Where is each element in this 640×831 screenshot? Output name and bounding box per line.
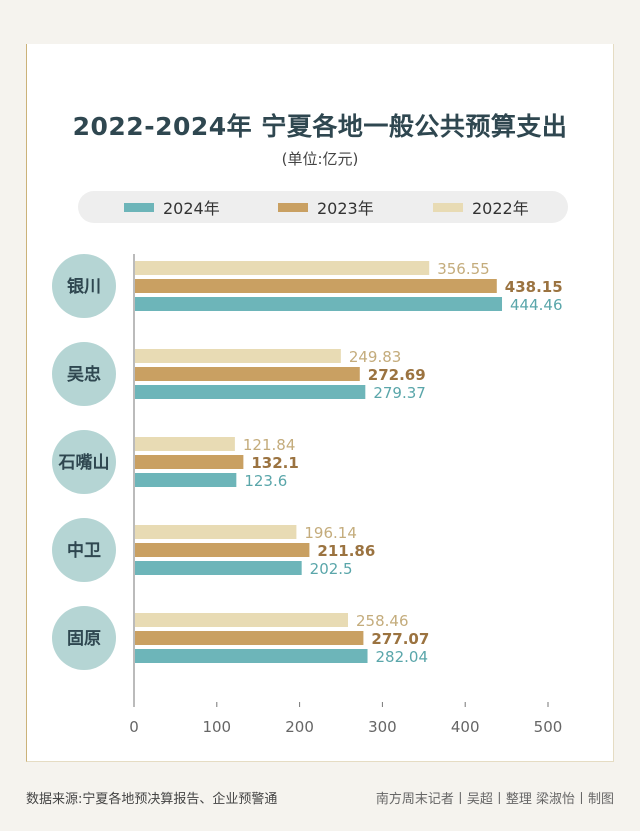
category-label: 银川	[67, 276, 101, 297]
chart-title: 2022-2024年 宁夏各地一般公共预算支出	[72, 112, 568, 141]
category-label: 石嘴山	[58, 453, 110, 473]
bar	[135, 561, 302, 575]
legend-item-2022: 2022年	[433, 191, 529, 223]
bar	[135, 437, 235, 451]
bar	[135, 649, 368, 663]
data-label: 249.83	[349, 348, 402, 366]
bar	[135, 385, 366, 399]
data-label: 123.6	[244, 472, 287, 490]
legend-swatch-2023	[278, 202, 308, 212]
category-label: 固原	[67, 629, 101, 649]
legend-label-2022: 2022年	[472, 199, 529, 218]
legend-item-2023: 2023年	[278, 191, 374, 223]
category-circle	[52, 606, 116, 670]
x-tick-label: 100	[202, 718, 231, 736]
x-tick-label: 0	[129, 718, 139, 736]
credit-note: 南方周末记者丨吴超丨整理 梁淑怡丨制图	[375, 792, 614, 807]
bar	[135, 613, 349, 627]
data-label: 132.1	[251, 454, 298, 472]
legend-label-2024: 2024年	[163, 199, 220, 218]
x-tick-label: 200	[285, 718, 314, 736]
data-label: 279.37	[373, 384, 426, 402]
bar	[135, 525, 297, 539]
bar	[135, 631, 364, 645]
data-label: 272.69	[368, 366, 426, 384]
data-label: 211.86	[317, 542, 375, 560]
x-tick-label: 400	[451, 718, 480, 736]
chart-subtitle: (单位:亿元)	[281, 150, 359, 168]
legend-swatch-2024	[124, 202, 154, 212]
bar	[135, 455, 244, 469]
bar	[135, 261, 430, 275]
data-label: 258.46	[356, 612, 409, 630]
x-tick-label: 300	[368, 718, 397, 736]
data-label: 356.55	[437, 260, 490, 278]
legend-swatch-2022	[433, 202, 463, 212]
data-label: 277.07	[371, 630, 429, 648]
category-circle	[52, 518, 116, 582]
bar	[135, 473, 237, 487]
category-circle	[52, 430, 116, 494]
data-label: 202.5	[310, 560, 353, 578]
bar	[135, 297, 503, 311]
category-label: 中卫	[67, 540, 101, 561]
legend-item-2024: 2024年	[124, 191, 220, 223]
category-circle	[52, 342, 116, 406]
bar	[135, 349, 341, 363]
bar	[135, 543, 310, 557]
source-note: 数据来源:宁夏各地预决算报告、企业预警通	[26, 792, 278, 807]
legend: 2024年 2023年 2022年	[78, 191, 568, 223]
legend-label-2023: 2023年	[317, 199, 374, 218]
category-label: 吴忠	[67, 364, 101, 385]
data-label: 282.04	[376, 648, 429, 666]
data-label: 121.84	[243, 436, 296, 454]
data-label: 196.14	[304, 524, 357, 542]
category-circle	[52, 254, 116, 318]
bar	[135, 367, 360, 381]
data-label: 438.15	[505, 278, 563, 296]
x-tick-label: 500	[534, 718, 563, 736]
data-label: 444.46	[510, 296, 563, 314]
bar	[135, 279, 497, 293]
